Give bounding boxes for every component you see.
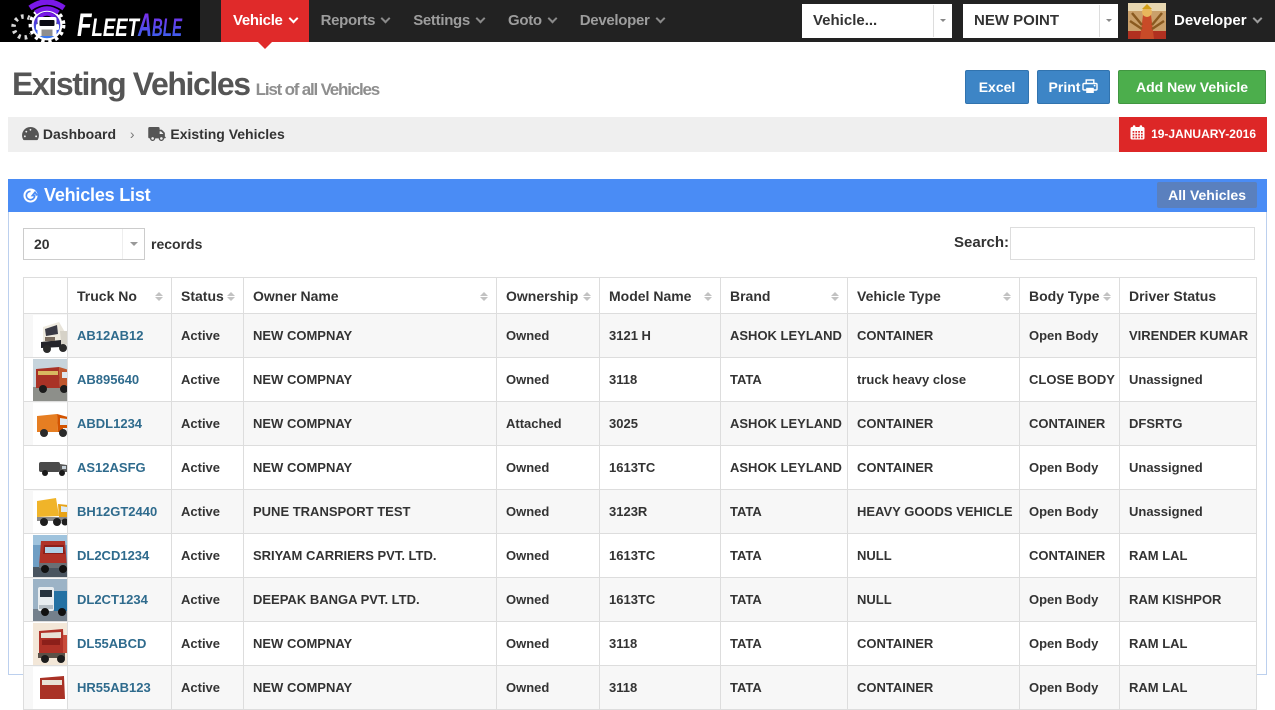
svg-text:FLEET: FLEET xyxy=(77,7,141,42)
svg-text:ABLE: ABLE xyxy=(137,7,182,42)
